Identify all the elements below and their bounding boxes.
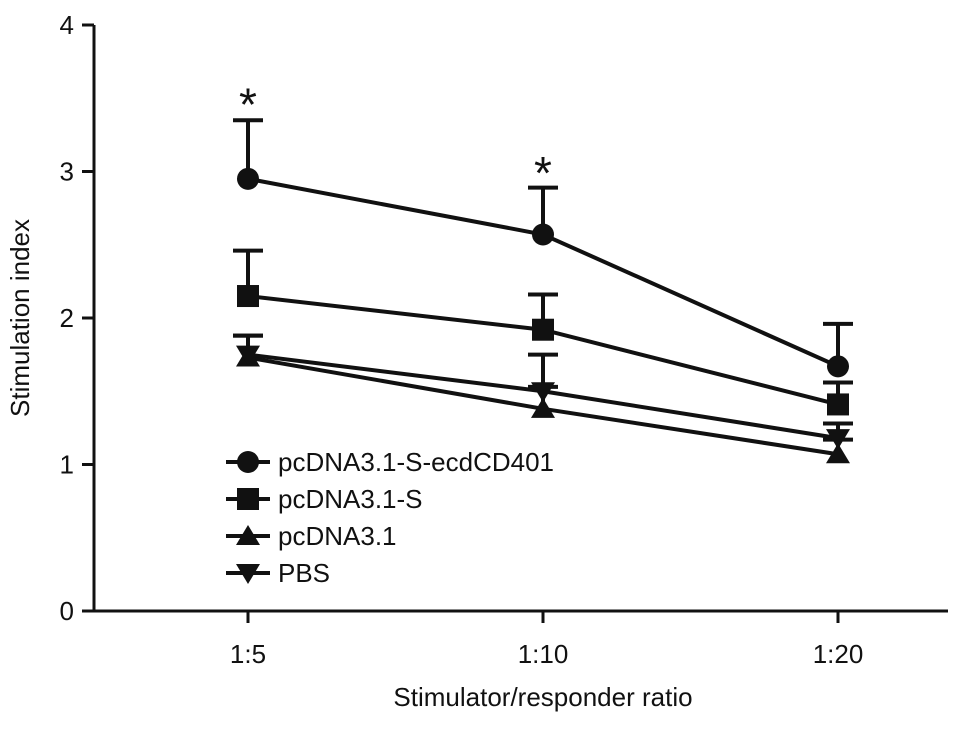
- data-point: [827, 393, 849, 416]
- legend-marker: [236, 525, 260, 545]
- data-point: [236, 345, 260, 366]
- legend-label: pcDNA3.1-S-ecdCD401: [278, 447, 554, 477]
- legend-label: PBS: [278, 558, 330, 588]
- series-pbs: [233, 333, 853, 450]
- series-pcdna3-1-s-ecdcd401: [233, 118, 853, 378]
- y-axis-title: Stimulation index: [5, 219, 35, 417]
- legend-marker: [237, 488, 259, 510]
- y-tick-label: 0: [60, 596, 74, 626]
- series-layer: [233, 118, 853, 464]
- data-point: [826, 429, 850, 450]
- data-point: [237, 285, 259, 308]
- significance-asterisk: *: [534, 147, 552, 199]
- data-point: [531, 382, 555, 403]
- x-tick-label: 1:20: [813, 639, 864, 669]
- legend-marker: [237, 451, 259, 473]
- data-point: [531, 397, 555, 418]
- x-tick-label: 1:5: [230, 639, 266, 669]
- x-axis-title: Stimulator/responder ratio: [393, 682, 692, 712]
- data-point: [826, 443, 850, 464]
- significance-asterisk: *: [239, 78, 257, 130]
- data-point: [827, 355, 849, 378]
- x-tick-label: 1:10: [518, 639, 569, 669]
- legend-entry: pcDNA3.1-S-ecdCD401: [226, 447, 554, 477]
- axes: 0 1 2 3 4 1:5 1:10 1:20: [60, 10, 948, 669]
- y-tick-label: 3: [60, 157, 74, 187]
- data-point: [237, 167, 259, 190]
- legend-entry: pcDNA3.1: [226, 521, 397, 551]
- legend-label: pcDNA3.1-S: [278, 484, 423, 514]
- annotations: **: [239, 78, 552, 199]
- data-point: [532, 223, 554, 246]
- legend: pcDNA3.1-S-ecdCD401 pcDNA3.1-S pcDNA3.1 PBS: [226, 447, 554, 588]
- series-pcdna3-1-s: [233, 248, 853, 416]
- data-point: [532, 318, 554, 341]
- legend-entry: pcDNA3.1-S: [226, 484, 423, 514]
- legend-label: pcDNA3.1: [278, 521, 397, 551]
- y-tick-label: 1: [60, 450, 74, 480]
- y-tick-label: 4: [60, 10, 74, 40]
- legend-entry: PBS: [226, 558, 330, 588]
- legend-marker: [236, 564, 260, 584]
- y-tick-label: 2: [60, 303, 74, 333]
